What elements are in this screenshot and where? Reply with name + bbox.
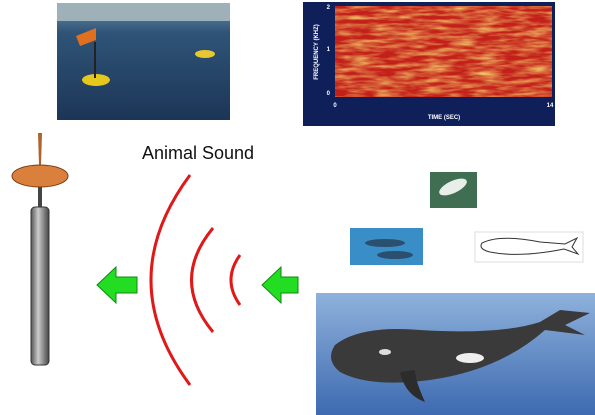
x-tick-label: 0 [333,103,337,109]
beluga-photo [430,172,477,208]
arrow [96,265,138,305]
y-axis-label: FREQUENCY (KHZ) [314,24,320,80]
right-whale-photo [316,293,595,415]
arrow [261,265,299,305]
whale-sketch [474,231,584,263]
buoy-photo [57,3,230,120]
spectrogram: 2 1 0 0 14 TIME (SEC) FREQUENCY (KHZ) [303,2,555,126]
x-axis-label: TIME (SEC) [428,115,460,121]
hydrophone [11,133,69,366]
dolphins-photo [350,228,423,265]
y-tick-label: 2 [327,5,331,11]
animal-sound-label: Animal Sound [142,143,254,163]
x-tick-label: 14 [547,103,554,109]
sound-waves [149,174,242,386]
y-tick-label: 1 [327,47,331,53]
y-tick-label: 0 [327,91,331,97]
